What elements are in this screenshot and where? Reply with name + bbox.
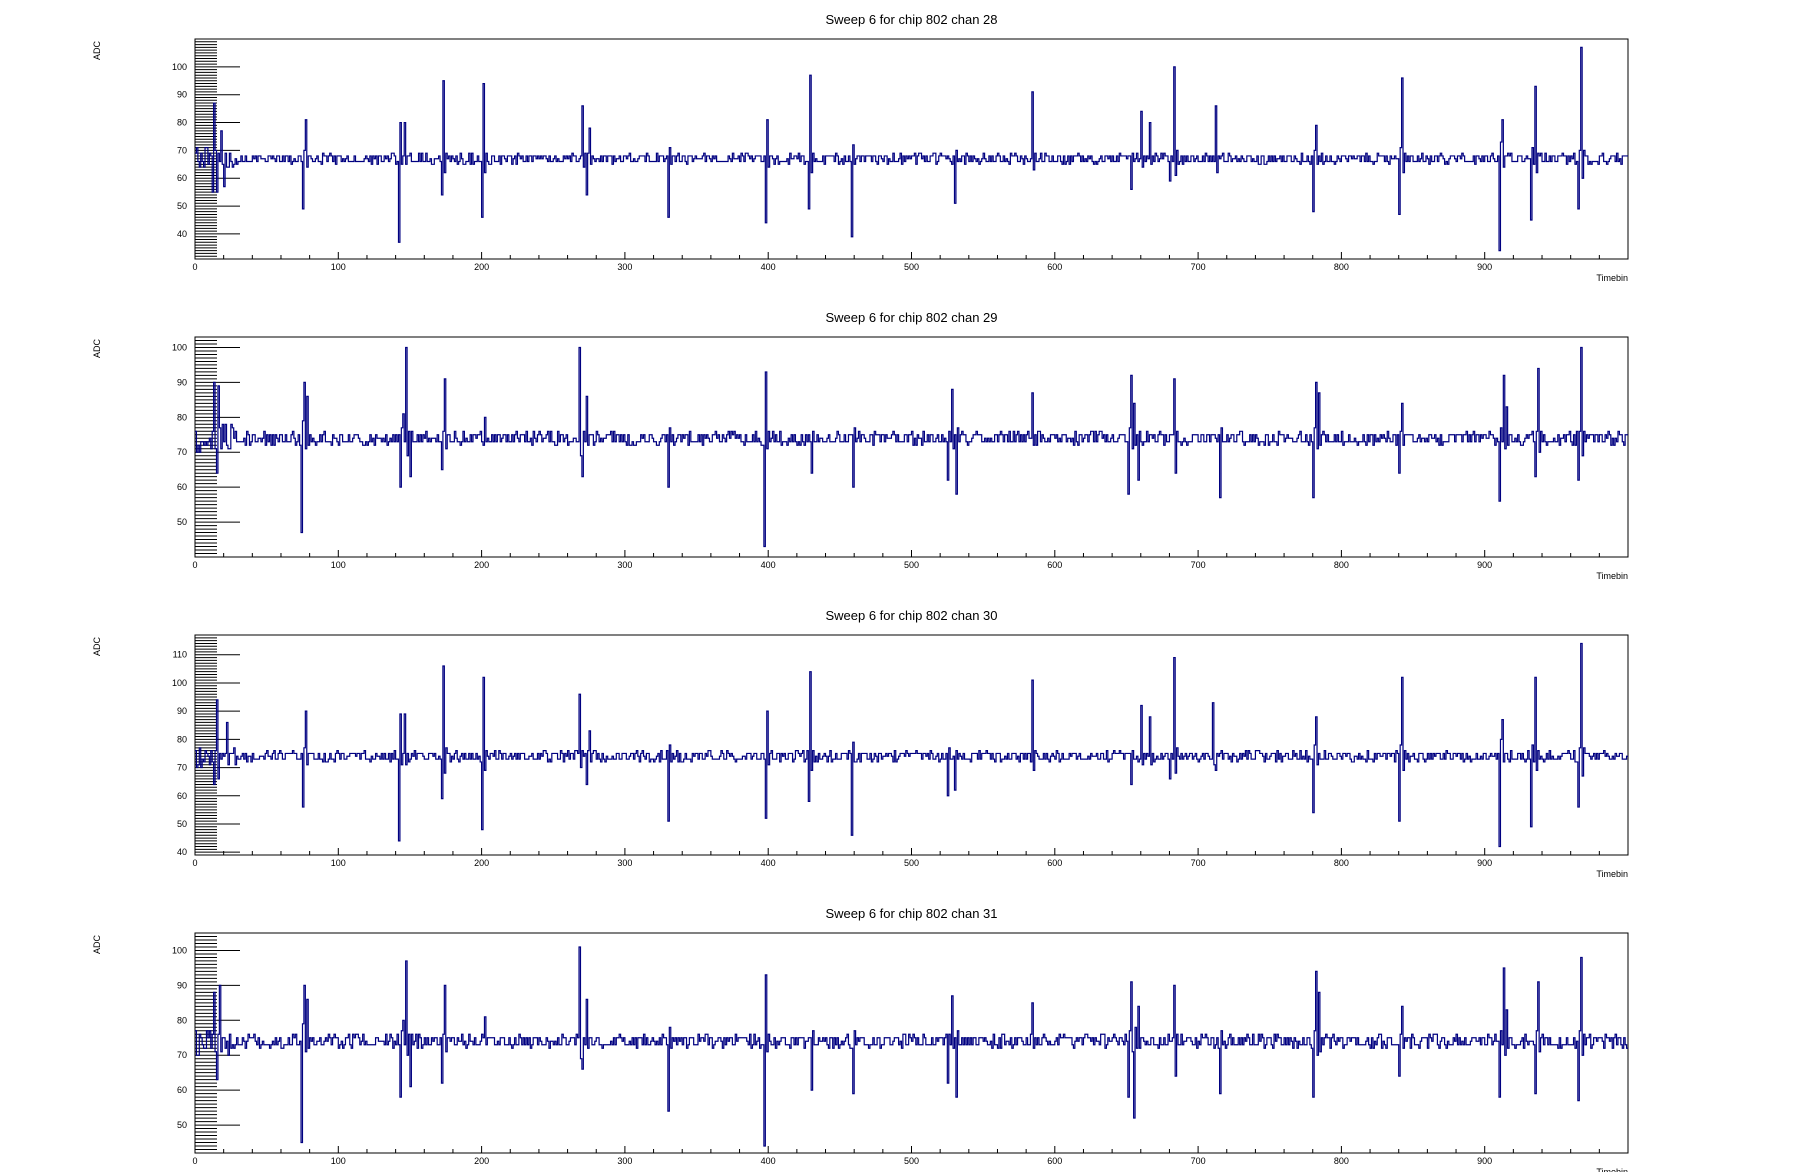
chart-panel-1: Sweep 6 for chip 802 chan 29 ADC Timebin 50… [92,310,1629,581]
y-tick-label: 110 [173,650,187,660]
y-tick-label: 60 [177,1085,187,1095]
y-tick-label: 50 [177,517,187,527]
x-tick-label: 100 [331,262,346,272]
x-tick-label: 200 [474,560,489,570]
x-tick-label: 400 [761,1156,776,1166]
x-tick-label: 500 [904,1156,919,1166]
x-tick-label: 0 [192,262,197,272]
x-tick-label: 800 [1334,858,1349,868]
y-tick-label: 90 [177,377,187,387]
series-line [195,346,1628,548]
y-tick-label: 50 [177,201,187,211]
x-tick-label: 100 [331,858,346,868]
y-tick-label: 70 [177,145,187,155]
x-tick-label: 400 [761,262,776,272]
y-tick-label: 50 [177,819,187,829]
plot-frame [194,634,1629,856]
chart-title: Sweep 6 for chip 802 chan 30 [825,608,997,623]
x-tick-label: 0 [192,1156,197,1166]
series-line [195,46,1628,252]
y-tick-label: 100 [172,342,187,352]
x-tick-label: 500 [904,262,919,272]
x-tick-label: 900 [1477,560,1492,570]
series-line [195,642,1628,848]
x-tick-label: 800 [1334,262,1349,272]
y-axis-label: ADC [92,935,102,955]
plot-frame [194,38,1629,260]
y-axis-label: ADC [92,637,102,657]
y-tick-label: 40 [177,229,187,239]
series-line [195,946,1628,1147]
x-tick-label: 300 [617,560,632,570]
x-tick-label: 200 [474,858,489,868]
x-tick-label: 600 [1047,262,1062,272]
x-tick-label: 700 [1191,560,1206,570]
x-tick-label: 600 [1047,858,1062,868]
x-tick-label: 100 [331,560,346,570]
y-tick-label: 80 [177,1015,187,1025]
x-tick-label: 500 [904,858,919,868]
x-axis-label: Timebin [1596,571,1628,581]
x-tick-label: 0 [192,858,197,868]
x-tick-label: 700 [1191,262,1206,272]
chart-panel-0: Sweep 6 for chip 802 chan 28 ADC Timebin 40… [92,12,1629,283]
y-tick-label: 80 [177,412,187,422]
y-tick-label: 90 [177,980,187,990]
y-tick-label: 70 [177,1050,187,1060]
chart-title: Sweep 6 for chip 802 chan 31 [825,906,997,921]
x-tick-label: 800 [1334,1156,1349,1166]
x-tick-label: 0 [192,560,197,570]
x-tick-label: 800 [1334,560,1349,570]
x-tick-label: 600 [1047,1156,1062,1166]
y-tick-label: 90 [177,706,187,716]
y-tick-label: 60 [177,173,187,183]
x-tick-label: 200 [474,262,489,272]
y-tick-label: 70 [177,763,187,773]
x-tick-label: 400 [761,560,776,570]
x-tick-label: 200 [474,1156,489,1166]
chart-title: Sweep 6 for chip 802 chan 28 [825,12,997,27]
y-tick-label: 50 [177,1120,187,1130]
y-tick-label: 40 [177,847,187,857]
x-tick-label: 100 [331,1156,346,1166]
x-axis-label: Timebin [1596,273,1628,283]
y-tick-label: 100 [172,62,187,72]
chart-panel-2: Sweep 6 for chip 802 chan 30 ADC Timebin 40… [92,608,1629,879]
x-tick-label: 900 [1477,858,1492,868]
x-tick-label: 700 [1191,1156,1206,1166]
x-axis-label: Timebin [1596,869,1628,879]
y-tick-label: 90 [177,90,187,100]
chart-title: Sweep 6 for chip 802 chan 29 [825,310,997,325]
x-tick-label: 300 [617,262,632,272]
x-tick-label: 700 [1191,858,1206,868]
x-tick-label: 600 [1047,560,1062,570]
x-tick-label: 900 [1477,1156,1492,1166]
y-tick-label: 100 [172,945,187,955]
x-tick-label: 400 [761,858,776,868]
x-tick-label: 500 [904,560,919,570]
y-tick-label: 60 [177,482,187,492]
y-axis-label: ADC [92,41,102,61]
y-tick-label: 60 [177,791,187,801]
x-tick-label: 300 [617,1156,632,1166]
y-tick-label: 80 [177,118,187,128]
chart-panel-3: Sweep 6 for chip 802 chan 31 ADC Timebin 50… [92,906,1629,1172]
x-axis-label: Timebin [1596,1167,1628,1172]
y-axis-label: ADC [92,339,102,359]
x-tick-label: 300 [617,858,632,868]
y-tick-label: 80 [177,734,187,744]
y-tick-label: 100 [172,678,187,688]
y-tick-label: 70 [177,447,187,457]
x-tick-label: 900 [1477,262,1492,272]
